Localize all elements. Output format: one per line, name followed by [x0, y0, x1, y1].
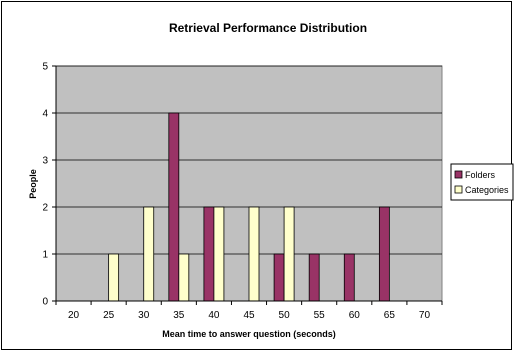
- y-tick-label: 1: [42, 250, 48, 261]
- legend-box: [450, 163, 514, 201]
- x-tick-label: 55: [314, 310, 326, 321]
- y-axis-ticks: 0 1 2 3 4 5: [42, 62, 56, 308]
- bar-folders-50: [273, 253, 285, 302]
- x-axis-ticks: 20 25 30 35 40 45 50 55 60 65 70: [55, 301, 443, 321]
- bar-folders-35: [168, 112, 180, 302]
- x-tick-label: 35: [173, 310, 185, 321]
- bar-folders-55: [308, 253, 320, 302]
- legend: Folders Categories: [450, 163, 514, 201]
- legend-label-folders: Folders: [465, 170, 496, 180]
- x-axis-label: Mean time to answer question (seconds): [162, 329, 336, 339]
- chart-title: Retrieval Performance Distribution: [169, 21, 367, 35]
- bar-folders-40: [203, 206, 215, 302]
- legend-label-categories: Categories: [465, 185, 509, 195]
- y-tick-label: 3: [42, 156, 48, 167]
- x-tick-label: 60: [349, 310, 361, 321]
- bar-categories-50: [283, 206, 295, 302]
- bars: [108, 112, 390, 302]
- y-tick-label: 5: [42, 62, 48, 73]
- bar-folders-65: [378, 206, 390, 302]
- bar-categories-30: [143, 206, 155, 302]
- legend-swatch-folders: [454, 170, 463, 179]
- x-tick-label: 20: [68, 310, 80, 321]
- bar-categories-45: [248, 206, 260, 302]
- legend-swatch-categories: [454, 185, 463, 194]
- y-tick-label: 0: [42, 297, 48, 308]
- x-tick-label: 70: [419, 310, 431, 321]
- x-tick-label: 65: [384, 310, 396, 321]
- bar-categories-40: [213, 206, 225, 302]
- y-tick-label: 4: [42, 109, 48, 120]
- bar-categories-35: [178, 253, 190, 302]
- x-tick-label: 30: [138, 310, 150, 321]
- x-tick-label: 50: [279, 310, 291, 321]
- bar-categories-25: [108, 253, 120, 302]
- x-tick-label: 25: [103, 310, 115, 321]
- x-tick-label: 45: [243, 310, 255, 321]
- y-axis-label: People: [28, 169, 38, 199]
- x-tick-label: 40: [208, 310, 220, 321]
- y-tick-label: 2: [42, 203, 48, 214]
- bar-folders-60: [343, 253, 355, 302]
